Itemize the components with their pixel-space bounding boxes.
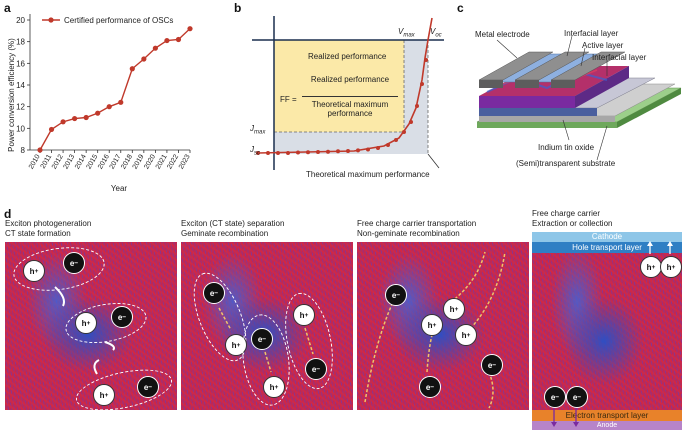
anode-label: Anode: [596, 422, 618, 429]
fill-factor-diagram: [252, 16, 444, 170]
hole-carrier: h +: [225, 334, 247, 356]
jsc-label: Jsc: [250, 145, 260, 157]
ff-fraction-bar: [302, 96, 398, 97]
legend-label: Certified performance of OSCs: [64, 16, 173, 25]
panel-label-d: d: [4, 207, 12, 221]
efficiency-data-point: [72, 115, 78, 122]
substrate-label: (Semi)transparent substrate: [516, 159, 616, 168]
jmax-label: Jmax: [250, 124, 266, 136]
hole-transport-layer: Hole transport layer: [532, 242, 682, 253]
electron-carrier: e −: [203, 282, 225, 304]
ito-label: Indium tin oxide: [538, 143, 595, 152]
voc-label: Voc: [430, 27, 442, 39]
htl-label: Hole transport layer: [572, 243, 642, 252]
active-layer-label: Active layer: [582, 41, 624, 50]
efficiency-data-point: [37, 147, 43, 153]
caption-separation: Exciton (CT state) separation Geminate re…: [181, 219, 285, 238]
y-tick-label: 18: [16, 38, 25, 47]
efficiency-line-chart: 8101214161820201020112012201320142015201…: [7, 14, 193, 193]
electron-transport-layer: Electron transport layer: [532, 410, 682, 421]
anode-layer: Anode: [532, 421, 682, 430]
hole-carrier: h +: [421, 314, 443, 336]
cathode-label: Cathode: [591, 232, 623, 241]
y-tick-label: 14: [16, 81, 25, 90]
efficiency-data-point: [187, 26, 193, 32]
x-tick-label: 2023: [178, 153, 192, 170]
jv-points: [256, 58, 428, 155]
electron-carrier: e −: [544, 386, 566, 408]
hole-carrier: h +: [75, 312, 97, 334]
etl-label: Electron transport layer: [565, 411, 649, 420]
electron-carrier: e −: [481, 354, 503, 376]
electron-carrier: e −: [63, 252, 85, 274]
caption-extraction: Free charge carrier Extraction or collect…: [532, 209, 613, 228]
x-tick-label: 2010: [28, 153, 42, 170]
electron-carrier: e −: [419, 376, 441, 398]
hole-carrier: h +: [455, 324, 477, 346]
interfacial-layer-bottom-label: Interfacial layer: [592, 53, 647, 62]
efficiency-data-point: [60, 119, 66, 125]
electron-carrier: e −: [566, 386, 588, 408]
y-tick-label: 8: [21, 146, 26, 155]
efficiency-data-point: [83, 114, 89, 121]
caption-photogeneration: Exciton photogeneration CT state formatio…: [5, 219, 92, 238]
electron-carrier: e −: [111, 306, 133, 328]
hole-carrier: h +: [93, 384, 115, 406]
morphology-panel-1: h + e − h + e − h + e −: [5, 242, 177, 410]
y-tick-label: 20: [16, 16, 25, 25]
electron-carrier: e −: [385, 284, 407, 306]
efficiency-data-point: [152, 45, 158, 51]
efficiency-data-point: [48, 126, 55, 133]
efficiency-data-point: [129, 66, 135, 72]
device-stack-illustration: [476, 35, 682, 161]
y-axis-label: Power conversion efficiency (%): [7, 38, 16, 152]
legend-marker: [48, 17, 54, 23]
efficiency-data-point: [95, 110, 101, 116]
theoretical-performance-label: Theoretical maximum performance: [306, 170, 430, 179]
metal-electrode-label: Metal electrode: [475, 30, 530, 39]
efficiency-data-point: [118, 99, 124, 105]
y-tick-label: 16: [16, 59, 25, 68]
ff-label: FF =: [280, 95, 297, 104]
vmax-label: Vmax: [398, 27, 415, 39]
transport-paths: [364, 251, 506, 409]
panel-label-a: a: [4, 1, 11, 15]
electron-carrier: e −: [251, 328, 273, 350]
y-tick-label: 10: [16, 124, 25, 133]
theoretical-pointer: [427, 153, 440, 169]
efficiency-data-point: [164, 37, 170, 44]
electron-carrier: e −: [137, 376, 159, 398]
y-tick-label: 12: [16, 103, 25, 112]
panel-label-c: c: [457, 1, 464, 15]
ff-numerator: Realized performance: [310, 75, 390, 84]
cathode-layer: Cathode: [532, 232, 682, 242]
ff-denominator: Theoretical maximum performance: [311, 100, 389, 118]
extraction-arrows: [551, 241, 673, 427]
transfer-arrows: [54, 286, 115, 375]
efficiency-data-point: [106, 104, 112, 110]
interfacial-layer-top-label: Interfacial layer: [564, 29, 619, 38]
hole-carrier: h +: [23, 260, 45, 282]
x-axis-label: Year: [111, 184, 128, 193]
morphology-panel-2: e − h + e − h + h + e −: [181, 242, 353, 410]
realized-area: [274, 40, 404, 132]
separation-arrows: [218, 307, 314, 373]
efficiency-data-point: [141, 56, 147, 62]
device-cross-section: Cathode Hole transport layer Electron tr…: [532, 232, 682, 430]
hole-carrier: h +: [293, 304, 315, 326]
panel-label-b: b: [234, 1, 242, 15]
hole-carrier: h +: [660, 256, 682, 278]
caption-transportation: Free charge carrier transportation Non-ge…: [357, 219, 477, 238]
efficiency-data-point: [175, 36, 182, 43]
hole-carrier: h +: [443, 298, 465, 320]
hole-carrier: h +: [263, 376, 285, 398]
morphology-panel-3: e − h + h + h + e − e −: [357, 242, 529, 410]
efficiency-series-line: [39, 28, 191, 151]
electron-carrier: e −: [305, 358, 327, 380]
realized-performance-label: Realized performance: [308, 52, 387, 61]
